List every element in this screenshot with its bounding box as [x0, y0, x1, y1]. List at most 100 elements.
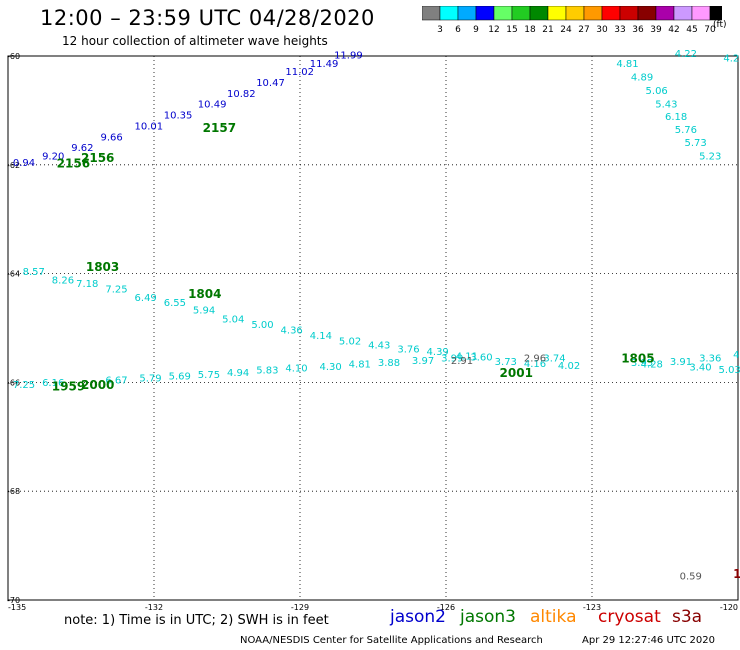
- lon-tick-label: -126: [437, 603, 455, 610]
- wave-height-label: 11.02: [285, 67, 314, 78]
- wave-height-label: 7.25: [105, 285, 127, 296]
- footnote: note: 1) Time is in UTC; 2) SWH is in fe…: [64, 613, 329, 628]
- colorbar-label: 24: [560, 25, 572, 35]
- wave-height-label: 3.91: [670, 357, 692, 368]
- wave-height-label: 3.36: [699, 354, 721, 365]
- colorbar-unit: (ft): [713, 20, 727, 30]
- colorbar-label: 30: [596, 25, 608, 35]
- wave-height-label: 3.76: [397, 344, 419, 355]
- lat-tick-label: -66: [7, 378, 20, 387]
- wave-height-label: 3.88: [378, 358, 400, 369]
- legend-jason2: jason2: [390, 607, 446, 627]
- wave-height-label: 5.04: [222, 315, 244, 326]
- pass-time-label: 2156: [57, 157, 90, 171]
- wave-height-label: 4.14: [310, 331, 332, 342]
- legend-jason3: jason3: [460, 607, 516, 627]
- pass-time-label: 1805: [621, 351, 654, 365]
- wave-height-label: 3.97: [412, 356, 434, 367]
- lon-tick-label: -123: [583, 603, 601, 610]
- wave-height-label: 4.22: [675, 49, 697, 60]
- wave-height-label: 5.43: [655, 100, 677, 111]
- wave-height-label: 5.03: [719, 365, 740, 376]
- pass-time-label: 16: [733, 567, 740, 581]
- wave-height-label: 6.55: [164, 298, 186, 309]
- legend-s3a: s3a: [672, 607, 703, 627]
- wave-height-label: 8.26: [52, 275, 74, 286]
- wave-height-label: 10.01: [135, 121, 164, 132]
- wave-height-label: 4.30: [319, 362, 341, 373]
- wave-height-label: 5.94: [193, 305, 215, 316]
- wave-height-label: 4.25: [723, 53, 740, 64]
- lat-tick-label: -62: [7, 161, 20, 170]
- wave-height-label: 5.02: [339, 336, 361, 347]
- wave-height-label: 4.39: [427, 347, 449, 358]
- wave-height-label: 5.73: [684, 138, 706, 149]
- pass-time-label: 2000: [81, 378, 114, 392]
- wave-height-map: -135 -132 -129 -126 -123 -120 -60 -62 -64 -66 -68 -…: [7, 49, 740, 610]
- wave-height-label: 6.67: [105, 375, 127, 386]
- wave-height-label: 9.20: [42, 151, 64, 162]
- pass-time-label: 2156: [81, 151, 114, 165]
- colorbar-label: 36: [632, 25, 644, 35]
- colorbar-label: 3: [437, 25, 443, 35]
- lon-tick-label: -120: [720, 603, 738, 610]
- wave-height-label: 10.82: [227, 89, 256, 100]
- wave-height-label: 5.23: [699, 151, 721, 162]
- colorbar-label: 45: [686, 25, 697, 35]
- wave-height-label: 4.28: [641, 360, 663, 371]
- colorbar-label: 42: [668, 25, 679, 35]
- wave-height-label: 11.99: [334, 51, 363, 62]
- wave-height-label: 5.83: [256, 366, 278, 377]
- pass-time-label: 1803: [86, 260, 119, 274]
- colorbar-label: 39: [650, 25, 662, 35]
- colorbar: 3 6 9 12 15 18 21 24 27 30 33 36 39 42 45 70: [422, 6, 722, 35]
- wave-height-label: 4.81: [616, 59, 638, 70]
- wave-height-label: 3.60: [470, 353, 492, 364]
- pass-time-label: 1804: [188, 287, 221, 301]
- wave-height-label: 10.47: [256, 78, 285, 89]
- wave-height-label: 5.75: [198, 370, 220, 381]
- wave-height-label: 10.49: [198, 100, 227, 111]
- colorbar-label: 21: [542, 25, 553, 35]
- colorbar-label: 27: [578, 25, 589, 35]
- wave-height-label: 3.74: [543, 354, 565, 365]
- map-subtitle: 12 hour collection of altimeter wave hei…: [62, 34, 328, 48]
- map-title: 12:00 – 23:59 UTC 04/28/2020: [40, 6, 375, 30]
- wave-height-label: 4.81: [349, 360, 371, 371]
- colorbar-label: 6: [455, 25, 461, 35]
- wave-height-label: 8.57: [23, 267, 45, 278]
- colorbar-label: 70: [704, 25, 716, 35]
- lat-tick-label: -70: [7, 596, 20, 605]
- map-frame: [7, 55, 739, 601]
- wave-height-label: 3.73: [495, 357, 517, 368]
- wave-height-label: 3.95: [631, 358, 653, 369]
- colorbar-label: 33: [614, 25, 625, 35]
- wave-height-label: 5.06: [646, 86, 668, 97]
- legend-cryosat: cryosat: [598, 607, 661, 627]
- colorbar-swatch: [709, 6, 722, 21]
- wave-height-label: 4.10: [285, 364, 307, 375]
- wave-height-label: 3.40: [689, 362, 711, 373]
- wave-height-label: 5.79: [139, 373, 161, 384]
- wave-height-label: 2.96: [524, 354, 546, 365]
- pass-time-label: 1959: [52, 380, 85, 394]
- wave-height-label: 4.22: [733, 350, 740, 361]
- wave-height-label: 9.62: [71, 143, 93, 154]
- wave-height-label: 6.16: [42, 378, 64, 389]
- wave-height-label: 4.43: [368, 341, 390, 352]
- lat-tick-label: -60: [7, 52, 20, 61]
- lon-tick-label: -132: [145, 603, 163, 610]
- wave-height-label: 5.69: [169, 372, 191, 383]
- colorbar-label: 12: [488, 25, 499, 35]
- wave-height-label: 6.18: [665, 112, 687, 123]
- wave-height-label: 6.49: [135, 293, 157, 304]
- wave-height-label: 7.18: [76, 279, 98, 290]
- credit-line: NOAA/NESDIS Center for Satellite Applica…: [240, 635, 543, 646]
- wave-height-label: 10.35: [164, 111, 193, 122]
- wave-height-label: 4.89: [631, 72, 653, 83]
- wave-height-label: 2.91: [451, 356, 473, 367]
- wave-height-label: 5.76: [675, 125, 697, 136]
- lon-tick-label: -135: [8, 603, 26, 610]
- lat-tick-label: -64: [7, 270, 20, 279]
- wave-height-label: 4.94: [227, 368, 249, 379]
